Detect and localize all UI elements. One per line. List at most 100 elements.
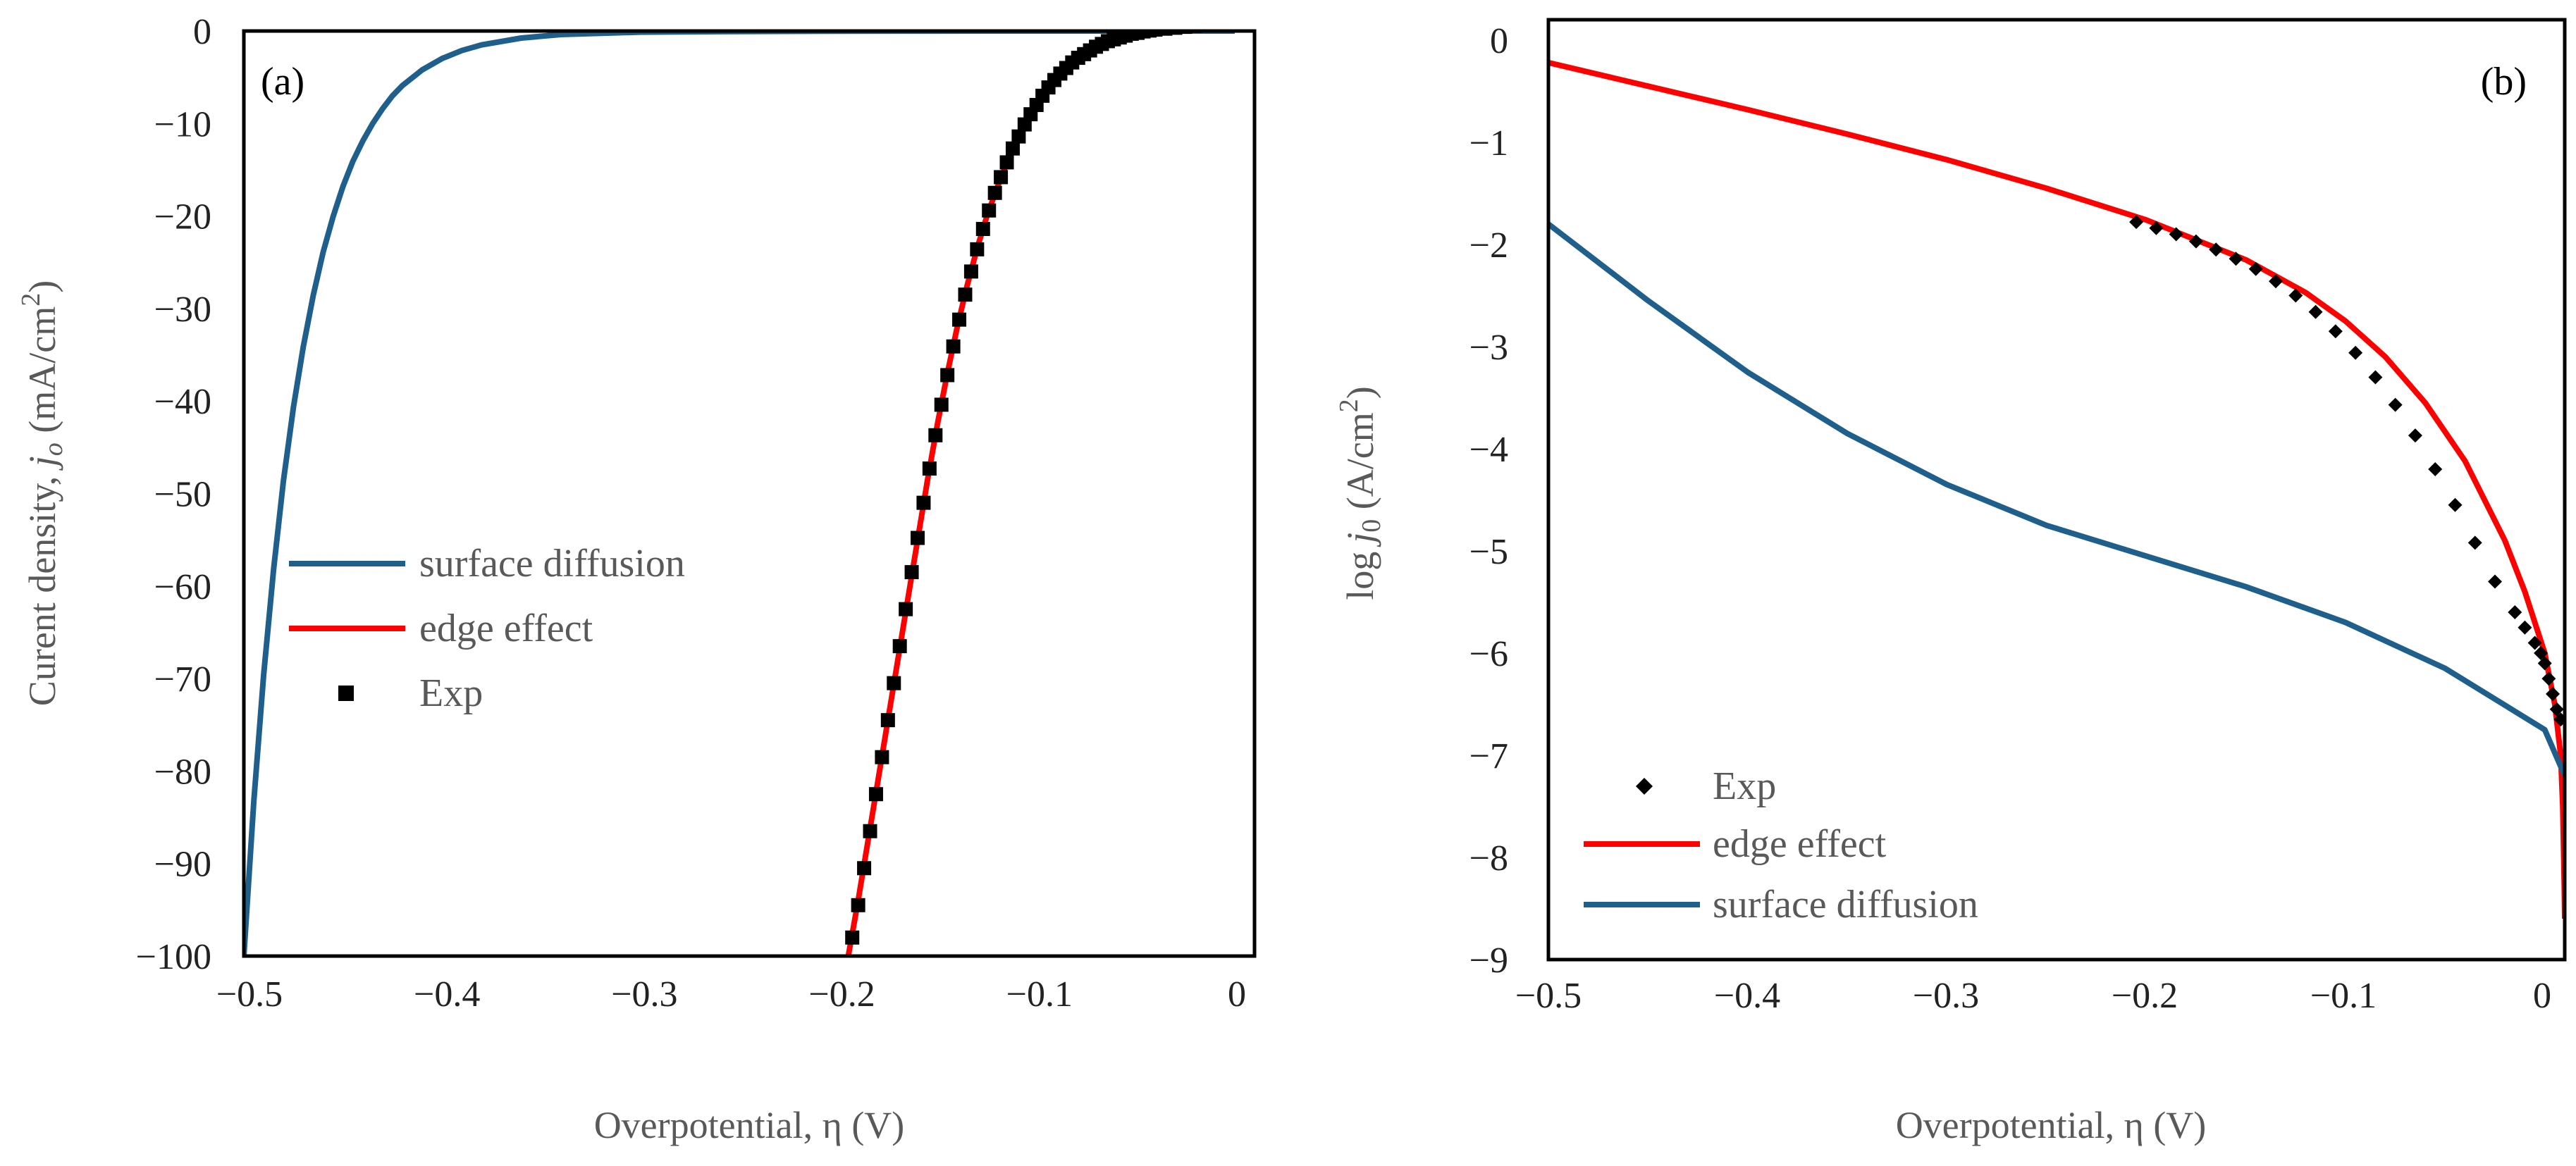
y-axis-title-b-superscript: 2 bbox=[1334, 399, 1364, 412]
legend-a-label-surface-diffusion: surface diffusion bbox=[419, 542, 685, 585]
exp-data-point bbox=[987, 185, 1002, 200]
chart-panel-b: −0.5 −0.4 −0.3 −0.2 −0.1 0 0 −1 −2 −3 −4 −5 −6 −7 −8 −… bbox=[1334, 18, 2567, 1146]
exp-data-point bbox=[952, 312, 967, 327]
y-tick-label: −6 bbox=[1469, 634, 1508, 674]
y-tick-label: −90 bbox=[154, 845, 211, 885]
exp-data-point bbox=[2549, 702, 2564, 717]
exp-data-point bbox=[1168, 31, 1183, 35]
panel-label-a: (a) bbox=[261, 60, 304, 104]
exp-data-point bbox=[2408, 428, 2422, 443]
exp-data-point bbox=[2229, 252, 2243, 266]
series-line-edge-effect bbox=[1548, 60, 2565, 919]
exp-data-point bbox=[899, 602, 913, 616]
exp-data-point bbox=[857, 861, 872, 876]
x-tick-label: −0.3 bbox=[611, 974, 677, 1015]
exp-data-point bbox=[2488, 574, 2503, 589]
x-tick-labels-b: −0.5 −0.4 −0.3 −0.2 −0.1 0 bbox=[1515, 976, 2551, 1016]
exp-data-point bbox=[2467, 535, 2482, 550]
exp-data-point bbox=[868, 787, 883, 802]
legend-a-label-exp: Exp bbox=[419, 671, 483, 715]
y-axis-title-b: log j0 (A/cm2) bbox=[1334, 386, 1386, 600]
exp-data-point bbox=[2534, 646, 2549, 660]
exp-data-point bbox=[851, 898, 865, 912]
y-tick-label: −7 bbox=[1469, 736, 1508, 776]
exp-data-point bbox=[916, 495, 931, 510]
x-tick-label: −0.5 bbox=[216, 974, 283, 1015]
y-tick-label: −50 bbox=[154, 475, 211, 515]
exp-data-point bbox=[845, 930, 860, 945]
exp-data-point bbox=[875, 750, 889, 764]
x-axis-title-b: Overpotential, η (V) bbox=[1896, 1104, 2207, 1146]
y-tick-label: −9 bbox=[1469, 941, 1508, 981]
y-tick-labels-b: 0 −1 −2 −3 −4 −5 −6 −7 −8 −9 bbox=[1469, 21, 1508, 981]
y-axis-title-b-symbol: j bbox=[1339, 533, 1381, 547]
exp-data-point bbox=[880, 713, 895, 728]
exp-data-point bbox=[922, 461, 937, 476]
y-axis-title-a-symbol: j bbox=[21, 456, 63, 471]
exp-data-point bbox=[2448, 497, 2463, 512]
exp-data-point bbox=[2328, 324, 2343, 339]
x-tick-labels-a: −0.5 −0.4 −0.3 −0.2 −0.1 0 bbox=[216, 974, 1246, 1015]
exp-data-point bbox=[2149, 221, 2164, 235]
y-axis-title-b-prefix: log bbox=[1339, 552, 1381, 600]
legend-b-label-exp: Exp bbox=[1713, 764, 1776, 808]
exp-data-point bbox=[2188, 234, 2203, 249]
y-axis-title-b-subscript: 0 bbox=[1357, 519, 1386, 533]
y-tick-label: 0 bbox=[1490, 21, 1508, 61]
exp-data-point bbox=[2308, 304, 2323, 319]
y-tick-label: −40 bbox=[154, 382, 211, 422]
plot-frame-a bbox=[242, 29, 1257, 958]
exp-data-point bbox=[1005, 141, 1020, 156]
exp-data-point bbox=[2508, 605, 2522, 619]
exp-data-point bbox=[970, 242, 985, 256]
y-tick-label: −8 bbox=[1469, 838, 1508, 879]
exp-data-point bbox=[911, 531, 925, 545]
x-tick-label: −0.2 bbox=[2112, 976, 2178, 1016]
x-tick-label: −0.4 bbox=[414, 974, 480, 1015]
exp-data-point bbox=[963, 264, 978, 279]
exp-data-point bbox=[2248, 261, 2263, 276]
exp-data-point bbox=[2388, 397, 2403, 412]
y-tick-label: −1 bbox=[1469, 123, 1508, 163]
y-tick-label: −2 bbox=[1469, 225, 1508, 266]
legend-a: surface diffusion edge effect Exp bbox=[289, 542, 685, 715]
y-tick-label: −100 bbox=[136, 937, 211, 977]
x-axis-title-a: Overpotential, η (V) bbox=[594, 1104, 905, 1146]
chart-panel-a: −0.5 −0.4 −0.3 −0.2 −0.1 0 0 −10 −20 −30 −40 −50 −6… bbox=[16, 12, 1257, 1146]
exp-data-point bbox=[999, 155, 1014, 170]
exp-data-point bbox=[2269, 274, 2284, 289]
y-tick-label: −70 bbox=[154, 659, 211, 700]
exp-data-point bbox=[2209, 242, 2224, 257]
y-axis-title-a-unit-close: ) bbox=[21, 280, 63, 293]
y-tick-label: −10 bbox=[154, 104, 211, 144]
exp-data-point bbox=[2368, 370, 2383, 385]
x-tick-label: −0.5 bbox=[1515, 976, 1582, 1016]
exp-data-point bbox=[982, 203, 997, 218]
x-tick-label: −0.4 bbox=[1714, 976, 1780, 1016]
exp-data-point bbox=[940, 368, 955, 383]
legend-b-label-surface-diffusion: surface diffusion bbox=[1713, 883, 1978, 926]
y-axis-title-b-unit: (A/cm bbox=[1339, 412, 1381, 519]
y-tick-label: −30 bbox=[154, 290, 211, 330]
x-tick-label: 0 bbox=[1228, 974, 1246, 1015]
y-axis-title-a-prefix: Curent density, bbox=[21, 466, 63, 706]
series-line-surface-diffusion bbox=[1548, 221, 2565, 777]
x-tick-label: −0.1 bbox=[2310, 976, 2377, 1016]
x-tick-label: −0.2 bbox=[808, 974, 875, 1015]
exp-data-point bbox=[994, 170, 1009, 185]
y-axis-title-a-subscript: o bbox=[39, 442, 68, 456]
legend-b-label-edge-effect: edge effect bbox=[1713, 822, 1887, 866]
exp-data-point bbox=[863, 824, 877, 838]
exp-data-point bbox=[1148, 31, 1163, 37]
x-tick-label: −0.3 bbox=[1913, 976, 1979, 1016]
exp-data-point bbox=[1011, 129, 1026, 144]
panel-label-b: (b) bbox=[2481, 60, 2527, 104]
legend-a-label-edge-effect: edge effect bbox=[419, 607, 593, 650]
exp-data-point bbox=[2428, 462, 2443, 476]
exp-data-point bbox=[975, 221, 990, 236]
exp-data-point bbox=[946, 339, 961, 354]
legend-b-swatch-exp bbox=[1636, 778, 1653, 795]
exp-data-point bbox=[1158, 31, 1173, 36]
exp-data-point bbox=[892, 639, 907, 654]
y-tick-labels-a: 0 −10 −20 −30 −40 −50 −60 −70 −80 −90 −100 bbox=[136, 12, 211, 977]
